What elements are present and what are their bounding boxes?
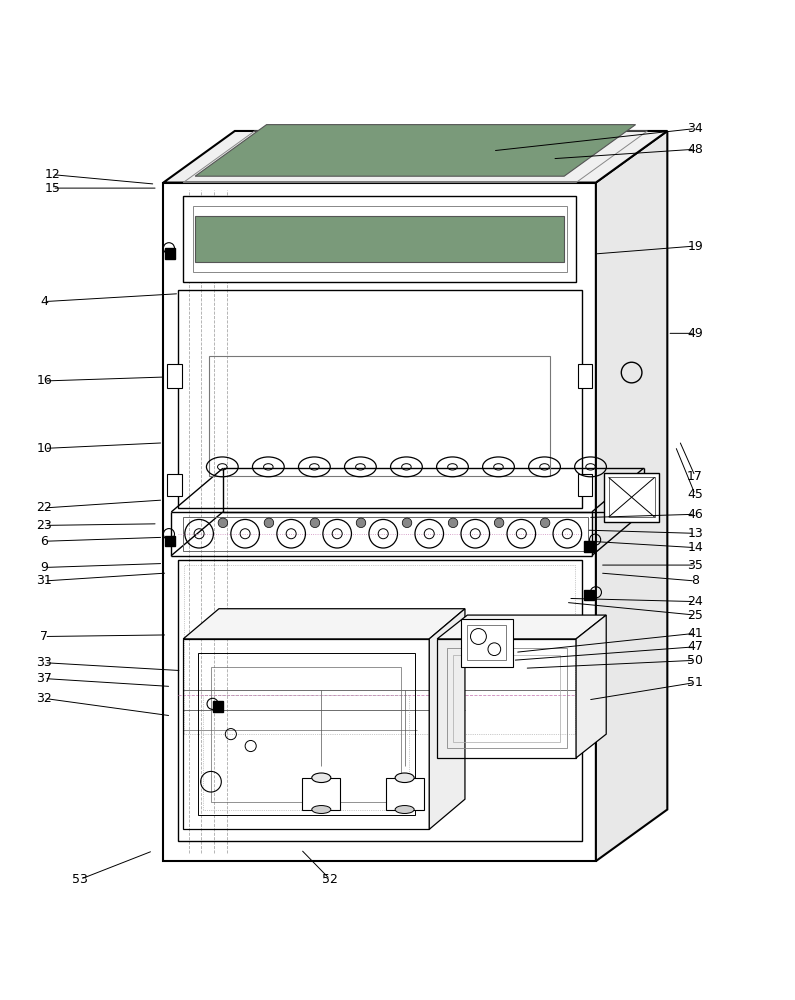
Text: 35: 35 [687, 559, 703, 572]
Bar [578, 364, 592, 388]
Circle shape [402, 518, 412, 528]
Bar [578, 474, 592, 496]
Text: 51: 51 [687, 676, 703, 689]
Text: 31: 31 [37, 574, 52, 587]
Polygon shape [165, 248, 175, 259]
Ellipse shape [395, 806, 414, 813]
Text: 25: 25 [687, 609, 703, 622]
Text: 45: 45 [687, 488, 703, 501]
Text: 37: 37 [37, 672, 52, 685]
Polygon shape [183, 609, 465, 639]
Bar [177, 290, 582, 508]
Bar [168, 474, 181, 496]
Bar [164, 183, 596, 861]
Text: 48: 48 [687, 143, 703, 156]
Bar [467, 625, 506, 660]
Bar [192, 206, 567, 272]
Polygon shape [195, 125, 635, 176]
Text: 12: 12 [45, 168, 60, 181]
Polygon shape [596, 131, 667, 861]
Polygon shape [437, 615, 607, 639]
Text: 15: 15 [45, 182, 60, 195]
Bar [211, 667, 401, 802]
Text: 53: 53 [72, 873, 88, 886]
Bar [609, 477, 654, 517]
Text: 24: 24 [687, 595, 703, 608]
Bar [604, 473, 659, 522]
Bar [447, 648, 567, 748]
Polygon shape [164, 131, 667, 183]
Bar [183, 196, 576, 282]
Text: 32: 32 [37, 692, 52, 705]
Text: 23: 23 [37, 519, 52, 532]
Bar [177, 560, 582, 841]
Polygon shape [165, 536, 175, 546]
Text: 22: 22 [37, 501, 52, 514]
Circle shape [264, 518, 273, 528]
Bar [209, 356, 550, 476]
Bar [184, 565, 576, 734]
Circle shape [310, 518, 320, 528]
Circle shape [356, 518, 366, 528]
Polygon shape [429, 609, 465, 829]
Bar [195, 216, 564, 262]
Polygon shape [584, 541, 595, 552]
Text: 19: 19 [687, 240, 703, 253]
Text: 50: 50 [687, 654, 703, 667]
Bar [386, 778, 424, 810]
Polygon shape [576, 615, 607, 758]
Circle shape [541, 518, 550, 528]
Bar [453, 655, 560, 742]
Bar [197, 653, 415, 815]
Text: 13: 13 [687, 527, 703, 540]
Text: 7: 7 [41, 630, 48, 643]
Text: 52: 52 [322, 873, 338, 886]
Text: 6: 6 [41, 535, 48, 548]
Text: 16: 16 [37, 374, 52, 387]
Text: 14: 14 [687, 541, 703, 554]
Bar [183, 517, 588, 551]
Polygon shape [212, 701, 223, 712]
Bar [461, 619, 513, 667]
Ellipse shape [312, 806, 331, 813]
Circle shape [218, 518, 227, 528]
Circle shape [448, 518, 458, 528]
Text: 47: 47 [687, 640, 703, 653]
Text: 17: 17 [687, 470, 703, 483]
Text: 9: 9 [41, 561, 48, 574]
Text: 4: 4 [41, 295, 48, 308]
Polygon shape [584, 590, 595, 600]
Bar [437, 639, 576, 758]
Text: 33: 33 [37, 656, 52, 669]
Bar [203, 695, 409, 810]
Bar [183, 639, 429, 829]
Ellipse shape [395, 773, 414, 783]
Ellipse shape [312, 773, 331, 783]
Text: 49: 49 [687, 327, 703, 340]
Bar [168, 364, 181, 388]
Circle shape [494, 518, 504, 528]
Text: 41: 41 [687, 627, 703, 640]
Bar [302, 778, 340, 810]
Text: 46: 46 [687, 508, 703, 521]
Text: 10: 10 [37, 442, 52, 455]
Text: 8: 8 [691, 574, 699, 587]
Text: 34: 34 [687, 122, 703, 135]
